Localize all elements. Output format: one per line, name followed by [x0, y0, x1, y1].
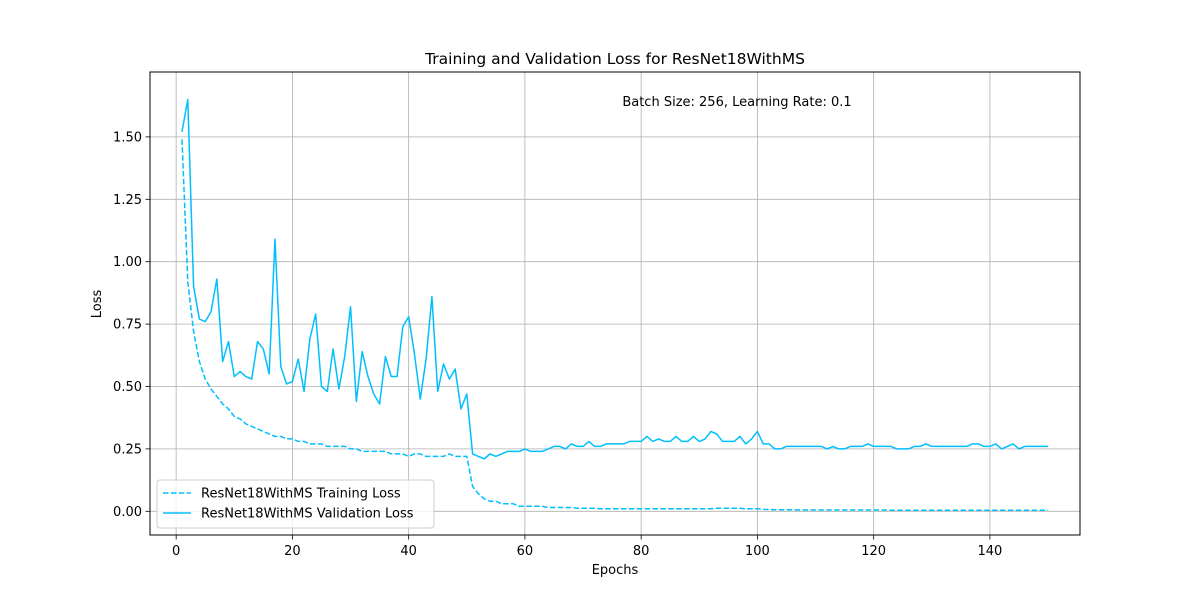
y-tick-label: 1.50 — [113, 130, 142, 145]
x-tick-label: 0 — [172, 544, 180, 559]
legend-box — [156, 479, 435, 529]
x-tick-label: 120 — [861, 544, 886, 559]
axis-ticks: 0 20 40 60 80 100 120 140 0.00 0.25 0.50 0.75 1.00 1.… — [113, 130, 1002, 559]
y-tick-label: 0.75 — [113, 318, 142, 333]
x-axis-label: Epochs — [592, 563, 639, 578]
chart-annotation: Batch Size: 256, Learning Rate: 0.1 — [622, 95, 851, 110]
x-tick-label: 60 — [517, 544, 534, 559]
x-tick-label: 100 — [745, 544, 770, 559]
legend-label-validation: ResNet18WithMS Validation Loss — [201, 507, 414, 522]
x-tick-label: 140 — [977, 544, 1002, 559]
training-loss-line — [181, 139, 1049, 512]
validation-loss-line — [181, 98, 1049, 460]
y-tick-label: 0.50 — [113, 380, 142, 395]
y-tick-label: 0.00 — [113, 505, 142, 520]
y-axis-label: Loss — [90, 290, 105, 319]
y-tick-label: 1.25 — [113, 193, 142, 208]
y-tick-label: 1.00 — [113, 255, 142, 270]
plot-frame — [149, 71, 1081, 536]
legend: ResNet18WithMS Training Loss ResNet18Wit… — [156, 479, 435, 529]
y-tick-label: 0.25 — [113, 442, 142, 457]
x-tick-label: 20 — [284, 544, 301, 559]
x-tick-label: 80 — [633, 544, 650, 559]
series-lines — [181, 98, 1049, 512]
chart-title: Training and Validation Loss for ResNet1… — [424, 50, 805, 68]
legend-label-training: ResNet18WithMS Training Loss — [201, 487, 401, 502]
x-tick-label: 40 — [400, 544, 417, 559]
